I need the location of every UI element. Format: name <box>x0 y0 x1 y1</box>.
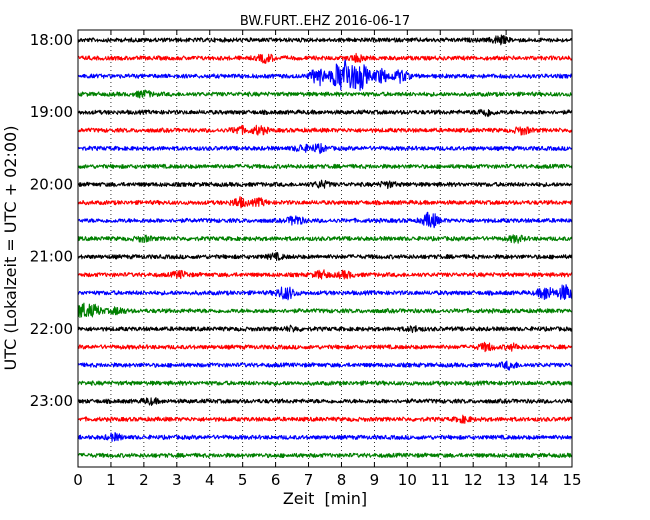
trace-line <box>77 324 573 334</box>
trace-line <box>77 284 573 301</box>
trace-line <box>77 108 573 118</box>
trace-line <box>77 302 573 318</box>
trace-line <box>77 234 573 244</box>
x-tick-label: 13 <box>497 471 516 489</box>
y-axis-label: UTC (Lokalzeit = UTC + 02:00) <box>1 126 20 371</box>
trace-line <box>77 52 573 64</box>
y-tick-label: 19:00 <box>30 103 73 121</box>
trace-line <box>77 179 573 190</box>
x-tick-label: 4 <box>205 471 215 489</box>
y-tick-label: 23:00 <box>30 392 73 410</box>
trace-line <box>77 380 573 386</box>
chart-title: BW.FURT..EHZ 2016-06-17 <box>240 14 410 29</box>
x-tick-label: 15 <box>562 471 581 489</box>
traces-group <box>77 34 573 459</box>
x-tick-label: 7 <box>304 471 314 489</box>
y-tick-label: 21:00 <box>30 248 73 266</box>
trace-line <box>77 124 573 136</box>
grid-lines <box>110 30 540 467</box>
plot-frame <box>77 29 573 468</box>
x-tick-label: 6 <box>271 471 281 489</box>
x-tick-label: 9 <box>370 471 380 489</box>
trace-line <box>77 211 573 229</box>
trace-line <box>77 34 573 46</box>
x-tick-label: 5 <box>238 471 248 489</box>
trace-line <box>77 269 573 280</box>
trace-line <box>77 163 573 170</box>
trace-line <box>77 452 573 459</box>
trace-line <box>77 414 573 424</box>
x-axis: 0 1 2 3 4 5 6 7 8 9 10 11 12 13 14 15 <box>73 30 582 489</box>
trace-line <box>77 196 573 209</box>
trace-line <box>77 397 573 407</box>
trace-line <box>77 143 573 155</box>
x-tick-label: 11 <box>431 471 450 489</box>
trace-line <box>77 341 573 353</box>
x-axis-label: Zeit [min] <box>283 489 367 508</box>
trace-line <box>77 251 573 262</box>
trace-line <box>77 59 573 91</box>
x-tick-label: 3 <box>172 471 182 489</box>
trace-line <box>77 360 573 371</box>
x-tick-label: 10 <box>398 471 417 489</box>
x-tick-label: 2 <box>139 471 149 489</box>
trace-line <box>77 432 573 442</box>
x-tick-label: 0 <box>73 471 83 489</box>
x-tick-label: 8 <box>337 471 347 489</box>
trace-line <box>77 89 573 99</box>
y-tick-label: 22:00 <box>30 320 73 338</box>
y-tick-label: 18:00 <box>30 31 73 49</box>
x-tick-label: 14 <box>530 471 549 489</box>
x-tick-label: 12 <box>464 471 483 489</box>
y-tick-label: 20:00 <box>30 175 73 193</box>
y-axis: 18:00 19:00 20:00 21:00 22:00 23:00 <box>30 31 572 410</box>
x-tick-label: 1 <box>106 471 116 489</box>
